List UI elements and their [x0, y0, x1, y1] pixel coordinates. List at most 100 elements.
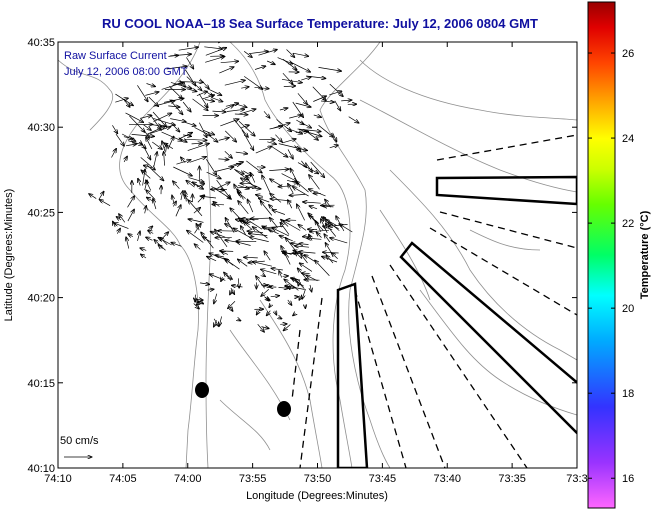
current-vector — [137, 85, 148, 101]
current-vector — [309, 206, 318, 209]
current-vector — [225, 103, 239, 107]
current-vector — [282, 251, 292, 255]
current-vector — [248, 234, 268, 236]
current-vector — [158, 237, 172, 246]
current-vector — [241, 87, 249, 89]
current-vector — [114, 223, 129, 229]
current-vector — [215, 229, 228, 248]
colorbar-tick-label: 22 — [622, 218, 634, 230]
y-tick-label: 40:25 — [27, 207, 55, 219]
current-vector — [236, 242, 251, 246]
current-vector — [180, 82, 203, 83]
current-vector — [145, 180, 148, 190]
colorbar-tick-label: 18 — [622, 388, 634, 400]
current-vector — [188, 219, 204, 223]
current-vector — [313, 115, 322, 117]
current-vector — [268, 229, 279, 235]
current-vector — [140, 140, 150, 160]
current-vector — [139, 141, 146, 149]
current-vector — [112, 125, 117, 133]
current-vector — [316, 232, 322, 238]
current-vector — [168, 55, 178, 56]
current-vector — [178, 47, 199, 51]
current-vector — [247, 199, 254, 213]
current-vector — [197, 195, 205, 203]
current-vector — [127, 196, 135, 208]
current-vector — [261, 269, 277, 275]
current-vector — [173, 201, 176, 207]
current-vector — [304, 280, 320, 281]
current-vector — [145, 92, 159, 96]
current-vector — [302, 288, 306, 299]
map-plot-area — [58, 42, 577, 468]
current-vector — [334, 100, 341, 111]
current-vector — [324, 234, 331, 243]
current-vector — [218, 231, 238, 232]
current-vector — [205, 48, 227, 56]
current-vector — [179, 79, 186, 87]
current-vector — [215, 255, 225, 257]
station-marker — [195, 382, 209, 398]
current-vector — [257, 323, 265, 332]
current-vector — [143, 124, 152, 131]
current-vector — [115, 133, 124, 146]
glider-tracks — [336, 175, 577, 468]
current-vector — [212, 204, 225, 205]
current-vector — [312, 86, 326, 101]
colorbar-ticks: 26 24 22 20 18 16 — [588, 48, 634, 485]
current-vector — [278, 143, 301, 149]
current-vector — [238, 109, 256, 115]
current-vector — [279, 108, 288, 110]
current-vector — [237, 184, 249, 189]
current-vector — [182, 101, 191, 112]
current-vector — [148, 96, 159, 107]
current-vector — [127, 209, 134, 222]
current-vector — [138, 231, 141, 241]
current-vector — [123, 137, 133, 139]
current-vector — [310, 230, 330, 232]
current-vector — [111, 149, 117, 158]
current-vector — [255, 146, 272, 154]
x-axis-label: Longitude (Degrees:Minutes) — [246, 490, 388, 502]
current-vector — [289, 285, 290, 289]
current-vector — [272, 228, 289, 237]
current-vector — [286, 127, 303, 134]
current-vector — [152, 111, 167, 127]
current-vector — [272, 210, 286, 215]
current-vector — [293, 187, 309, 197]
current-vector — [233, 168, 244, 174]
current-vector — [252, 262, 273, 267]
current-vector — [288, 200, 293, 209]
current-vector — [140, 115, 152, 119]
current-vector — [289, 194, 306, 195]
current-vector — [250, 173, 256, 183]
current-vector — [330, 238, 348, 244]
current-vector — [297, 93, 308, 104]
current-vector — [261, 289, 270, 296]
current-vector — [207, 256, 217, 262]
current-vector — [264, 297, 270, 301]
x-tick-label: 73:40 — [433, 473, 461, 485]
current-vector — [297, 204, 306, 221]
current-vector — [225, 259, 234, 266]
current-vector — [172, 195, 174, 203]
current-vector — [315, 221, 322, 232]
y-tick-label: 40:15 — [27, 378, 55, 390]
current-vector — [146, 197, 153, 201]
current-vector — [328, 223, 339, 230]
x-tick-label: 73:35 — [498, 473, 526, 485]
current-vector — [269, 304, 271, 307]
current-vector — [204, 46, 222, 49]
current-vector — [221, 252, 229, 255]
current-vector — [246, 187, 261, 189]
current-vector — [153, 113, 172, 122]
current-vector — [303, 236, 311, 237]
current-vector — [181, 157, 186, 163]
current-vector — [279, 236, 293, 242]
current-vector — [166, 66, 187, 70]
current-vector — [167, 136, 174, 150]
current-vector — [181, 191, 183, 201]
current-vector — [243, 222, 253, 230]
current-vector — [173, 166, 192, 176]
